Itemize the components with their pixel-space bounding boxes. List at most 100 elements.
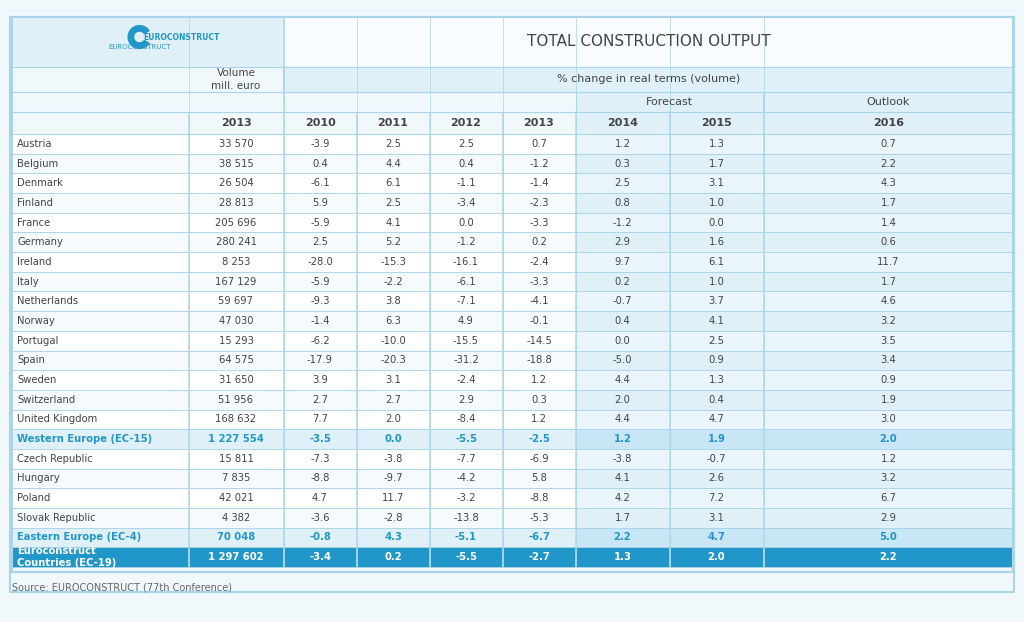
Bar bbox=[575, 233, 669, 252]
Bar bbox=[503, 390, 575, 409]
Text: -7.7: -7.7 bbox=[456, 454, 476, 464]
Bar bbox=[503, 331, 575, 351]
Text: Portugal: Portugal bbox=[17, 336, 58, 346]
Bar bbox=[575, 213, 669, 233]
Bar bbox=[503, 213, 575, 233]
Text: -3.4: -3.4 bbox=[309, 552, 331, 562]
Bar bbox=[12, 17, 1013, 572]
Bar bbox=[575, 547, 669, 567]
Bar bbox=[764, 174, 1013, 193]
Text: 0.7: 0.7 bbox=[531, 139, 547, 149]
Bar bbox=[764, 252, 1013, 272]
Text: 3.9: 3.9 bbox=[312, 375, 328, 385]
Bar bbox=[670, 134, 763, 154]
Text: 4.7: 4.7 bbox=[709, 414, 724, 424]
Bar bbox=[12, 351, 188, 370]
Text: 2014: 2014 bbox=[607, 118, 638, 128]
Bar bbox=[284, 331, 356, 351]
Text: 26 504: 26 504 bbox=[219, 179, 253, 188]
Bar bbox=[430, 154, 502, 174]
Bar bbox=[503, 272, 575, 292]
Text: 64 575: 64 575 bbox=[218, 355, 253, 365]
Text: -3.3: -3.3 bbox=[529, 277, 549, 287]
Bar bbox=[430, 134, 502, 154]
Bar bbox=[670, 508, 763, 527]
Text: -7.1: -7.1 bbox=[456, 296, 476, 306]
Bar bbox=[357, 311, 429, 331]
Text: -3.4: -3.4 bbox=[457, 198, 476, 208]
Bar bbox=[764, 331, 1013, 351]
Bar bbox=[189, 527, 283, 547]
Bar bbox=[764, 390, 1013, 409]
Bar bbox=[503, 488, 575, 508]
Text: 1.0: 1.0 bbox=[709, 277, 724, 287]
Text: Forecast: Forecast bbox=[646, 97, 693, 107]
Text: 2.2: 2.2 bbox=[881, 159, 896, 169]
Text: 9.7: 9.7 bbox=[614, 257, 631, 267]
Text: 2.7: 2.7 bbox=[385, 395, 401, 405]
Bar bbox=[575, 390, 669, 409]
Bar bbox=[189, 370, 283, 390]
Bar bbox=[575, 331, 669, 351]
Text: -3.3: -3.3 bbox=[529, 218, 549, 228]
Text: 2.9: 2.9 bbox=[614, 237, 631, 248]
Bar bbox=[189, 449, 283, 468]
Text: 0.2: 0.2 bbox=[531, 237, 547, 248]
Bar bbox=[503, 193, 575, 213]
Text: 4.3: 4.3 bbox=[881, 179, 896, 188]
Text: 2.9: 2.9 bbox=[881, 513, 896, 523]
Bar bbox=[189, 272, 283, 292]
Text: Netherlands: Netherlands bbox=[17, 296, 78, 306]
Text: -2.7: -2.7 bbox=[528, 552, 550, 562]
Bar bbox=[284, 351, 356, 370]
Text: 4 382: 4 382 bbox=[222, 513, 250, 523]
Bar bbox=[670, 409, 763, 429]
Text: 1.3: 1.3 bbox=[709, 139, 724, 149]
Bar bbox=[670, 351, 763, 370]
Text: 0.9: 0.9 bbox=[881, 375, 896, 385]
Text: 2.2: 2.2 bbox=[613, 532, 632, 542]
Text: 0.4: 0.4 bbox=[709, 395, 724, 405]
Bar bbox=[12, 488, 188, 508]
Text: Spain: Spain bbox=[17, 355, 45, 365]
Text: 0.0: 0.0 bbox=[614, 336, 631, 346]
Bar bbox=[575, 351, 669, 370]
Bar bbox=[284, 370, 356, 390]
Bar bbox=[430, 272, 502, 292]
Bar bbox=[430, 193, 502, 213]
Text: 1.6: 1.6 bbox=[709, 237, 725, 248]
Bar bbox=[575, 429, 669, 449]
Text: -4.1: -4.1 bbox=[529, 296, 549, 306]
Bar bbox=[430, 449, 502, 468]
Text: -2.4: -2.4 bbox=[457, 375, 476, 385]
Text: -15.3: -15.3 bbox=[380, 257, 406, 267]
Text: 3.1: 3.1 bbox=[709, 179, 724, 188]
Bar bbox=[575, 468, 669, 488]
Text: 0.9: 0.9 bbox=[709, 355, 724, 365]
Text: 4.7: 4.7 bbox=[312, 493, 328, 503]
Bar bbox=[503, 351, 575, 370]
Bar bbox=[357, 488, 429, 508]
Text: -9.3: -9.3 bbox=[310, 296, 330, 306]
Text: 1.3: 1.3 bbox=[709, 375, 724, 385]
Text: 280 241: 280 241 bbox=[215, 237, 256, 248]
Text: 1.9: 1.9 bbox=[881, 395, 896, 405]
Bar bbox=[670, 468, 763, 488]
Text: -4.2: -4.2 bbox=[457, 473, 476, 483]
Bar bbox=[12, 449, 188, 468]
Bar bbox=[357, 112, 429, 134]
Bar bbox=[189, 213, 283, 233]
Text: 11.7: 11.7 bbox=[382, 493, 404, 503]
Bar bbox=[670, 174, 763, 193]
Text: Western Europe (EC-15): Western Europe (EC-15) bbox=[17, 434, 153, 444]
Bar bbox=[357, 547, 429, 567]
Bar bbox=[357, 370, 429, 390]
Text: TOTAL CONSTRUCTION OUTPUT: TOTAL CONSTRUCTION OUTPUT bbox=[526, 34, 770, 50]
Text: Finland: Finland bbox=[17, 198, 53, 208]
Bar bbox=[670, 272, 763, 292]
Text: 0.7: 0.7 bbox=[881, 139, 896, 149]
Text: 2.5: 2.5 bbox=[385, 198, 401, 208]
Text: 3.1: 3.1 bbox=[385, 375, 401, 385]
Text: 1.2: 1.2 bbox=[614, 139, 631, 149]
Bar bbox=[764, 213, 1013, 233]
